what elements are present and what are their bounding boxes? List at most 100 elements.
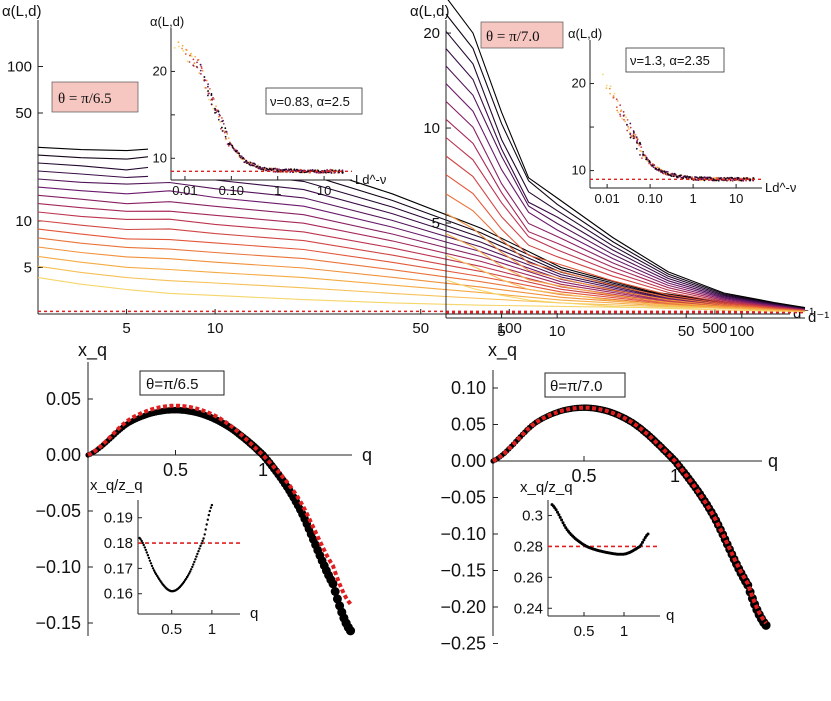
p1i-dot (177, 41, 180, 44)
p2i-dot (740, 179, 743, 182)
p3i-curve-point (206, 518, 209, 521)
p1i-dot (243, 161, 246, 164)
p3i-curve-point (154, 573, 158, 576)
p2i-dot (708, 179, 710, 182)
p1i-dot (233, 149, 236, 151)
p2i-dot (731, 176, 733, 179)
p2-x-tick-label: 10 (549, 323, 566, 340)
p2i-dot (725, 177, 727, 180)
p2i-dot (717, 176, 719, 179)
p2i-dot (703, 176, 706, 179)
p1i-dot (311, 168, 314, 171)
p1i-dot (203, 79, 206, 82)
p2i-dot (638, 144, 641, 147)
p2i-dot (615, 98, 618, 101)
p1i-dot (214, 109, 217, 111)
p3i-curve-point (202, 537, 205, 540)
p1i-dot (207, 92, 210, 95)
p3i-curve-point (146, 554, 150, 557)
p4-y-tick-label: −0.20 (440, 597, 486, 617)
p2-inset-y-ticks: 10 20 (572, 76, 594, 178)
p4-annotation-box (544, 372, 626, 398)
p4-y-tick-label: 0.00 (451, 451, 486, 471)
p2i-dot (660, 170, 663, 173)
p1i-dot (278, 168, 280, 171)
p2i-dot (632, 135, 635, 137)
p1i-dot (326, 168, 328, 171)
p1-curve (37, 186, 791, 308)
p1i-dot (219, 121, 222, 123)
p1i-dot (317, 170, 320, 173)
p1i-dot (214, 107, 216, 110)
p1i-dot (210, 93, 213, 95)
p3-data-point (330, 587, 340, 596)
p2i-dot (664, 173, 667, 176)
p1i-dot (173, 47, 176, 49)
p1i-dot (193, 62, 196, 65)
p4-fit-series (492, 405, 768, 625)
p2i-dot (717, 179, 720, 182)
p3i-curve-point (140, 539, 143, 543)
p2i-dot (725, 179, 728, 182)
p1i-dot (216, 109, 218, 112)
p3i-curve-point (191, 565, 194, 569)
p2i-dot (632, 137, 635, 140)
p1i-dot (184, 53, 187, 55)
p2i-dot (743, 178, 746, 180)
p1i-dot (300, 171, 303, 174)
p2-inset-label-box (625, 47, 725, 73)
p2i-dot (700, 176, 703, 179)
p2-curve (445, 137, 806, 311)
p1i-dot (285, 168, 287, 171)
p3-annotation-box (139, 370, 225, 396)
p2i-dot (708, 176, 711, 179)
p2i-dot (632, 132, 635, 135)
p1i-dot (258, 167, 260, 170)
p3-fit-series (87, 403, 353, 606)
p3i-curve-point (198, 547, 201, 550)
p1i-dot (203, 76, 206, 78)
p2i-dot (657, 168, 660, 171)
panel-top-right: α(L,d) d⁻¹ 5 10 50 100 5 10 20 θ = π/7.0 α(L,… (410, 0, 829, 340)
p2i-dot (676, 175, 678, 178)
p2i-dot (652, 166, 655, 169)
p4i-curve-point (642, 538, 646, 542)
p3i-curve-point (149, 562, 153, 565)
p1i-dot (221, 126, 223, 129)
p1i-dot (241, 157, 244, 160)
p2i-dot (624, 120, 627, 123)
p2i-dot (629, 136, 632, 139)
p2-curve (445, 213, 806, 312)
p2i-dot (661, 172, 664, 174)
panel-bottom-right: x_q q 0.5 1 0.100.050.00−0.05−0.10−0.15−0… (440, 340, 778, 654)
p4i-curve-point (557, 513, 561, 517)
p2i-dot (623, 118, 625, 121)
p2i-dot (651, 163, 654, 166)
p2-x-tick-label: 100 (729, 323, 754, 340)
p1i-dot (261, 167, 264, 169)
p2-annotation-box (480, 21, 564, 49)
p3i-y-tick-label: 0.16 (104, 586, 133, 603)
p1-y-tick-label: 5 (24, 259, 32, 276)
p1i-dot (265, 167, 268, 170)
p3i-curve-point (150, 564, 154, 568)
p3-data-point (345, 626, 356, 636)
p1i-dot (222, 123, 225, 125)
p4-inset-ylabel: x_q/z_q (520, 479, 573, 496)
p1i-dot (238, 152, 241, 155)
p1i-dot (185, 48, 188, 51)
p1i-dot (207, 85, 209, 88)
p2i-dot (731, 180, 734, 182)
p2i-dot (640, 146, 643, 149)
p1i-dot (181, 47, 184, 50)
p2i-dot (639, 154, 641, 156)
p3i-curve-point (192, 563, 195, 566)
p3i-curve-point (188, 572, 191, 575)
p2i-dot (612, 96, 615, 99)
p4-xlabel: q (768, 451, 778, 471)
p2-annotation: θ = π/7.0 (486, 29, 540, 45)
p3-inset-x-ticks: 0.5 1 (161, 610, 216, 638)
p4i-curve-point (554, 508, 558, 512)
p3-y-tick-label: −0.15 (35, 613, 81, 633)
p1i-dot (255, 166, 258, 168)
